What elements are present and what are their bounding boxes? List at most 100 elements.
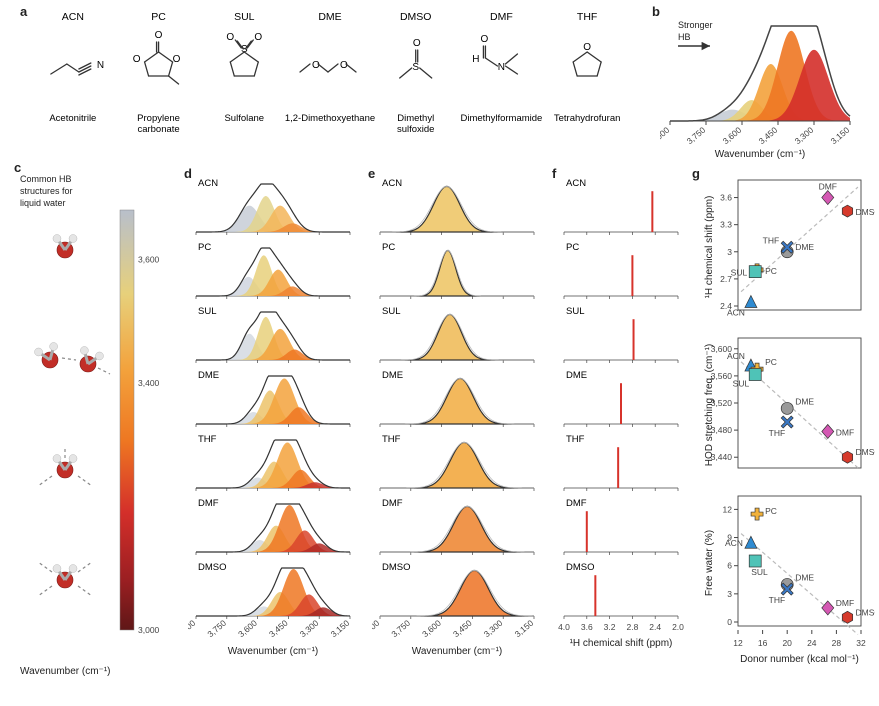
row-name: DME: [566, 370, 587, 381]
structure-thf: O: [573, 42, 601, 76]
panel-c-label: c: [14, 160, 21, 175]
point-label: PC: [765, 506, 777, 516]
svg-text:20: 20: [782, 638, 792, 648]
row-name: DMF: [382, 498, 403, 509]
panel-c-title: structures for: [20, 186, 73, 196]
point-label: PC: [765, 357, 777, 367]
point-label: ACN: [727, 307, 745, 317]
row-name: ACN: [382, 178, 402, 189]
svg-text:O: O: [583, 42, 591, 53]
hb-structure-4: [38, 562, 92, 596]
svg-text:O: O: [133, 54, 141, 65]
solvent-abbrev: THF: [577, 11, 597, 23]
svg-text:3,900: 3,900: [372, 618, 381, 640]
panel-a: aACNAcetonitrileNPCPropylenecarbonateOOO…: [30, 6, 630, 136]
svg-text:4.0: 4.0: [558, 622, 570, 632]
colorbar-tick: 3,600: [138, 254, 160, 264]
svg-text:3,750: 3,750: [205, 618, 228, 640]
row-name: DMF: [566, 498, 587, 509]
point-label: DMSO: [855, 447, 875, 457]
panel-a-label: a: [20, 4, 27, 19]
solvent-abbrev: SUL: [234, 11, 255, 23]
panel-c-title: Common HB: [20, 174, 72, 184]
row-name: DMSO: [566, 562, 595, 573]
svg-text:3: 3: [727, 589, 732, 599]
row-name: SUL: [382, 306, 400, 317]
svg-text:N: N: [97, 60, 104, 71]
trend-line: [741, 534, 858, 635]
panel-c-title: liquid water: [20, 198, 66, 208]
annotation-text: Stronger: [678, 20, 713, 30]
svg-text:32: 32: [856, 638, 866, 648]
svg-text:3,300: 3,300: [298, 618, 321, 640]
svg-text:2.8: 2.8: [626, 622, 638, 632]
hb-structure-1: [53, 235, 77, 258]
svg-text:2.0: 2.0: [672, 622, 684, 632]
point-label: DMF: [836, 427, 854, 437]
hb-structure-2: [35, 342, 110, 374]
point-label: THF: [769, 595, 786, 605]
point-label: ACN: [725, 538, 743, 548]
panel-b-label: b: [652, 4, 660, 19]
row-name: DME: [198, 370, 219, 381]
svg-text:3,300: 3,300: [482, 618, 505, 640]
svg-text:3: 3: [727, 247, 732, 257]
svg-text:3,600: 3,600: [721, 125, 744, 147]
solvent-name: Sulfolane: [224, 113, 264, 124]
solvent-abbrev: DMF: [490, 11, 513, 23]
row-name: ACN: [566, 178, 586, 189]
svg-text:24: 24: [807, 638, 817, 648]
solvent-name: Dimethyl: [397, 113, 434, 124]
svg-text:3.3: 3.3: [720, 220, 732, 230]
hod-peak: [380, 506, 534, 552]
row-name: SUL: [198, 306, 216, 317]
svg-text:3,900: 3,900: [188, 618, 197, 640]
svg-text:3,150: 3,150: [329, 618, 352, 640]
svg-text:3,300: 3,300: [793, 125, 816, 147]
row-name: SUL: [566, 306, 584, 317]
row-name: PC: [566, 242, 579, 253]
svg-text:12: 12: [723, 504, 733, 514]
panel-d-label: d: [184, 166, 192, 181]
x-axis-label: Wavenumber (cm⁻¹): [228, 646, 318, 657]
svg-text:3,600: 3,600: [420, 618, 443, 640]
panel-e: eACNPCSULDMETHFDMFDMSO3,9003,7503,6003,4…: [372, 176, 542, 674]
svg-text:S: S: [412, 62, 419, 73]
svg-text:3,450: 3,450: [267, 618, 290, 640]
hod-peak: [380, 378, 534, 424]
row-name: DMSO: [382, 562, 411, 573]
hod-peak: [380, 250, 534, 296]
row-name: DMSO: [198, 562, 227, 573]
colorbar: [120, 210, 134, 630]
colorbar-label: Wavenumber (cm⁻¹): [20, 666, 110, 677]
structure-acn: N: [51, 60, 104, 75]
svg-text:28: 28: [832, 638, 842, 648]
svg-text:O: O: [155, 30, 163, 41]
svg-text:3,750: 3,750: [389, 618, 412, 640]
svg-text:12: 12: [733, 638, 743, 648]
point-label: SUL: [733, 379, 750, 389]
point-label: DMF: [819, 182, 837, 192]
svg-text:O: O: [254, 32, 262, 43]
svg-text:O: O: [173, 54, 181, 65]
point-label: THF: [763, 235, 780, 245]
y-axis-label: Free water (%): [704, 530, 715, 596]
point-label: DME: [795, 572, 814, 582]
svg-text:3,450: 3,450: [451, 618, 474, 640]
solvent-name: Acetonitrile: [49, 113, 96, 124]
svg-text:O: O: [481, 34, 489, 45]
point-label: DME: [795, 396, 814, 406]
fitted-peak: [196, 270, 350, 296]
point-label: DMF: [836, 598, 854, 608]
figure-root: aACNAcetonitrileNPCPropylenecarbonateOOO…: [0, 0, 879, 706]
x-axis-label: Wavenumber (cm⁻¹): [412, 646, 502, 657]
svg-text:3,750: 3,750: [685, 125, 708, 147]
panel-c: cCommon HBstructures forliquid water3,60…: [20, 170, 170, 680]
svg-text:3.6: 3.6: [581, 622, 593, 632]
svg-text:3,150: 3,150: [513, 618, 536, 640]
svg-text:3.6: 3.6: [720, 193, 732, 203]
point-label: ACN: [727, 351, 745, 361]
x-axis-label: Wavenumber (cm⁻¹): [715, 149, 805, 160]
solvent-name: sulfoxide: [397, 124, 435, 135]
point-label: THF: [769, 428, 786, 438]
